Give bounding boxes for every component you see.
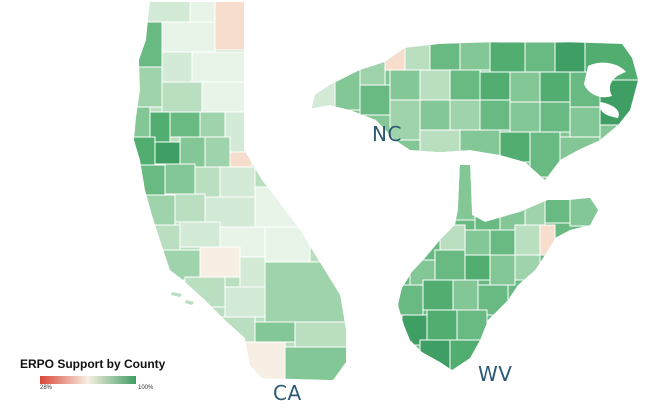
california-map (134, 2, 346, 380)
california-counties (134, 2, 346, 380)
map-legend: ERPO Support by County 28% 100% (16, 357, 176, 391)
legend-max-label: 100% (138, 385, 154, 391)
west-virginia-counties (398, 165, 598, 370)
state-label-nc: NC (372, 122, 402, 146)
legend-gradient-bar (40, 376, 136, 384)
state-label-ca: CA (273, 381, 302, 405)
california-islands (171, 292, 194, 305)
legend-title: ERPO Support by County (20, 357, 166, 371)
north-carolina-map (312, 42, 638, 180)
state-label-wv: WV (478, 362, 513, 386)
north-carolina-counties (312, 42, 638, 178)
legend-min-label: 28% (40, 385, 53, 391)
west-virginia-map (398, 165, 598, 370)
north-carolina-sounds (584, 62, 626, 118)
